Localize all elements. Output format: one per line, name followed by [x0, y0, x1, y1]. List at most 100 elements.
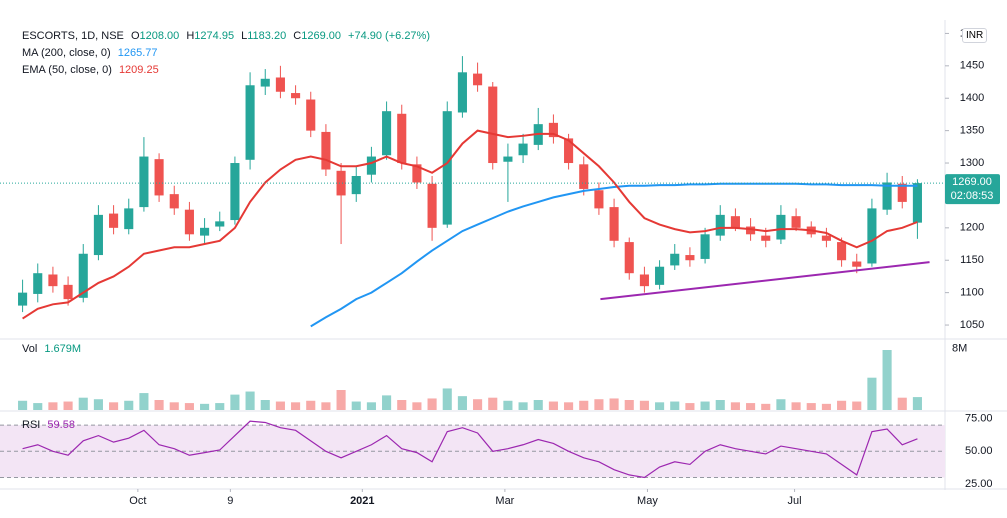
legend-volume: Vol 1.679M [22, 343, 85, 355]
legend-ohlc: ESCORTS, 1D, NSE O1208.00 H1274.95 L1183… [22, 30, 434, 42]
candle-body [184, 209, 194, 235]
volume-bar [488, 397, 498, 410]
volume-bar [473, 399, 483, 410]
volume-bar [912, 397, 922, 410]
volume-bar [93, 399, 103, 410]
y-tick-label: 1350 [960, 125, 984, 137]
trend-line [600, 261, 930, 301]
candle-body [306, 99, 316, 131]
ma-line [22, 129, 918, 320]
candle-body [78, 253, 88, 298]
volume-bar [730, 402, 740, 410]
candle-body [624, 242, 634, 274]
candle-body [336, 170, 346, 196]
candle-body [564, 138, 574, 164]
x-tick-label: May [637, 495, 658, 507]
volume-bar [564, 402, 574, 410]
legend-name: RSI [22, 419, 41, 431]
candle-body [139, 156, 149, 208]
volume-bar [533, 400, 543, 410]
candle-body [109, 213, 119, 228]
ohlc-label: C [293, 30, 302, 42]
volume-bar [897, 397, 907, 410]
volume-bar [655, 402, 665, 410]
candle-body [321, 131, 331, 170]
candle-body [700, 234, 710, 259]
symbol: ESCORTS, 1D, NSE [22, 30, 124, 42]
volume-bar [715, 400, 725, 410]
x-tick-label: 9 [227, 495, 233, 507]
candle-body [670, 253, 680, 266]
candle-body [427, 183, 437, 228]
ohlc-value: 1183.20 [247, 30, 287, 42]
legend-value: 1209.25 [118, 64, 159, 76]
volume-bar [594, 399, 604, 410]
ohlc-label: L [241, 30, 248, 42]
volume-bar [867, 377, 877, 410]
last-price-box [945, 174, 1000, 205]
currency-badge[interactable]: INR [962, 28, 988, 43]
volume-bar [33, 403, 43, 410]
y-tick-label: 1200 [960, 222, 984, 234]
volume-bar [245, 391, 255, 410]
last-price-label: 1269.00 [952, 176, 992, 188]
volume-bar [48, 402, 58, 410]
candle-body [518, 143, 528, 156]
volume-bar [351, 401, 361, 410]
countdown: 02:08:53 [951, 190, 994, 202]
candle-body [33, 273, 43, 294]
volume-bar [366, 402, 376, 410]
candle-body [579, 164, 589, 189]
volume-bar [306, 400, 316, 410]
ohlc-label: O [130, 30, 140, 42]
volume-bar [518, 402, 528, 410]
candle-body [594, 190, 604, 209]
y-tick-label: 8M [952, 342, 967, 354]
volume-bar [837, 400, 847, 410]
volume-bar [776, 399, 786, 410]
ohlc-label: H [186, 30, 195, 42]
candle-body [912, 183, 922, 223]
y-tick-label: 1150 [960, 254, 984, 266]
candle-body [882, 182, 892, 210]
candle-body [351, 175, 361, 195]
change: +74.90 (+6.27%) [348, 30, 430, 42]
volume-bar [821, 403, 831, 410]
volume-bar [791, 402, 801, 410]
ma-line [310, 182, 918, 328]
volume-bar [215, 403, 225, 410]
volume-bar [397, 400, 407, 410]
y-tick-label: 25.00 [965, 478, 993, 490]
candle-body [730, 216, 740, 228]
y-tick-label: 75.00 [965, 412, 993, 424]
candle-body [715, 214, 725, 236]
candle-body [685, 255, 695, 261]
legend-ma: MA (200, close, 0) 1265.77 [22, 47, 161, 59]
volume-bar [412, 402, 422, 410]
x-tick-label: Mar [495, 495, 514, 507]
x-tick-label: Oct [129, 495, 146, 507]
volume-bar [169, 402, 179, 410]
volume-bar [852, 401, 862, 410]
y-tick-label: 1100 [960, 287, 984, 299]
volume-bar [230, 394, 240, 410]
y-tick-label: 1400 [960, 92, 984, 104]
candle-body [655, 266, 665, 285]
candle-body [442, 111, 452, 225]
volume-bar [109, 402, 119, 410]
rsi-line [22, 420, 918, 479]
candle-body [821, 235, 831, 241]
y-tick-label: 1450 [960, 60, 984, 72]
volume-bar [291, 402, 301, 410]
volume-bar [882, 350, 892, 410]
volume-bar [139, 393, 149, 410]
candle-body [63, 284, 73, 300]
candle-body [48, 274, 58, 287]
legend-ema: EMA (50, close, 0) 1209.25 [22, 64, 163, 76]
candle-body [291, 93, 301, 99]
volume-bar [124, 400, 134, 410]
candle-body [761, 235, 771, 241]
volume-bar [670, 401, 680, 410]
